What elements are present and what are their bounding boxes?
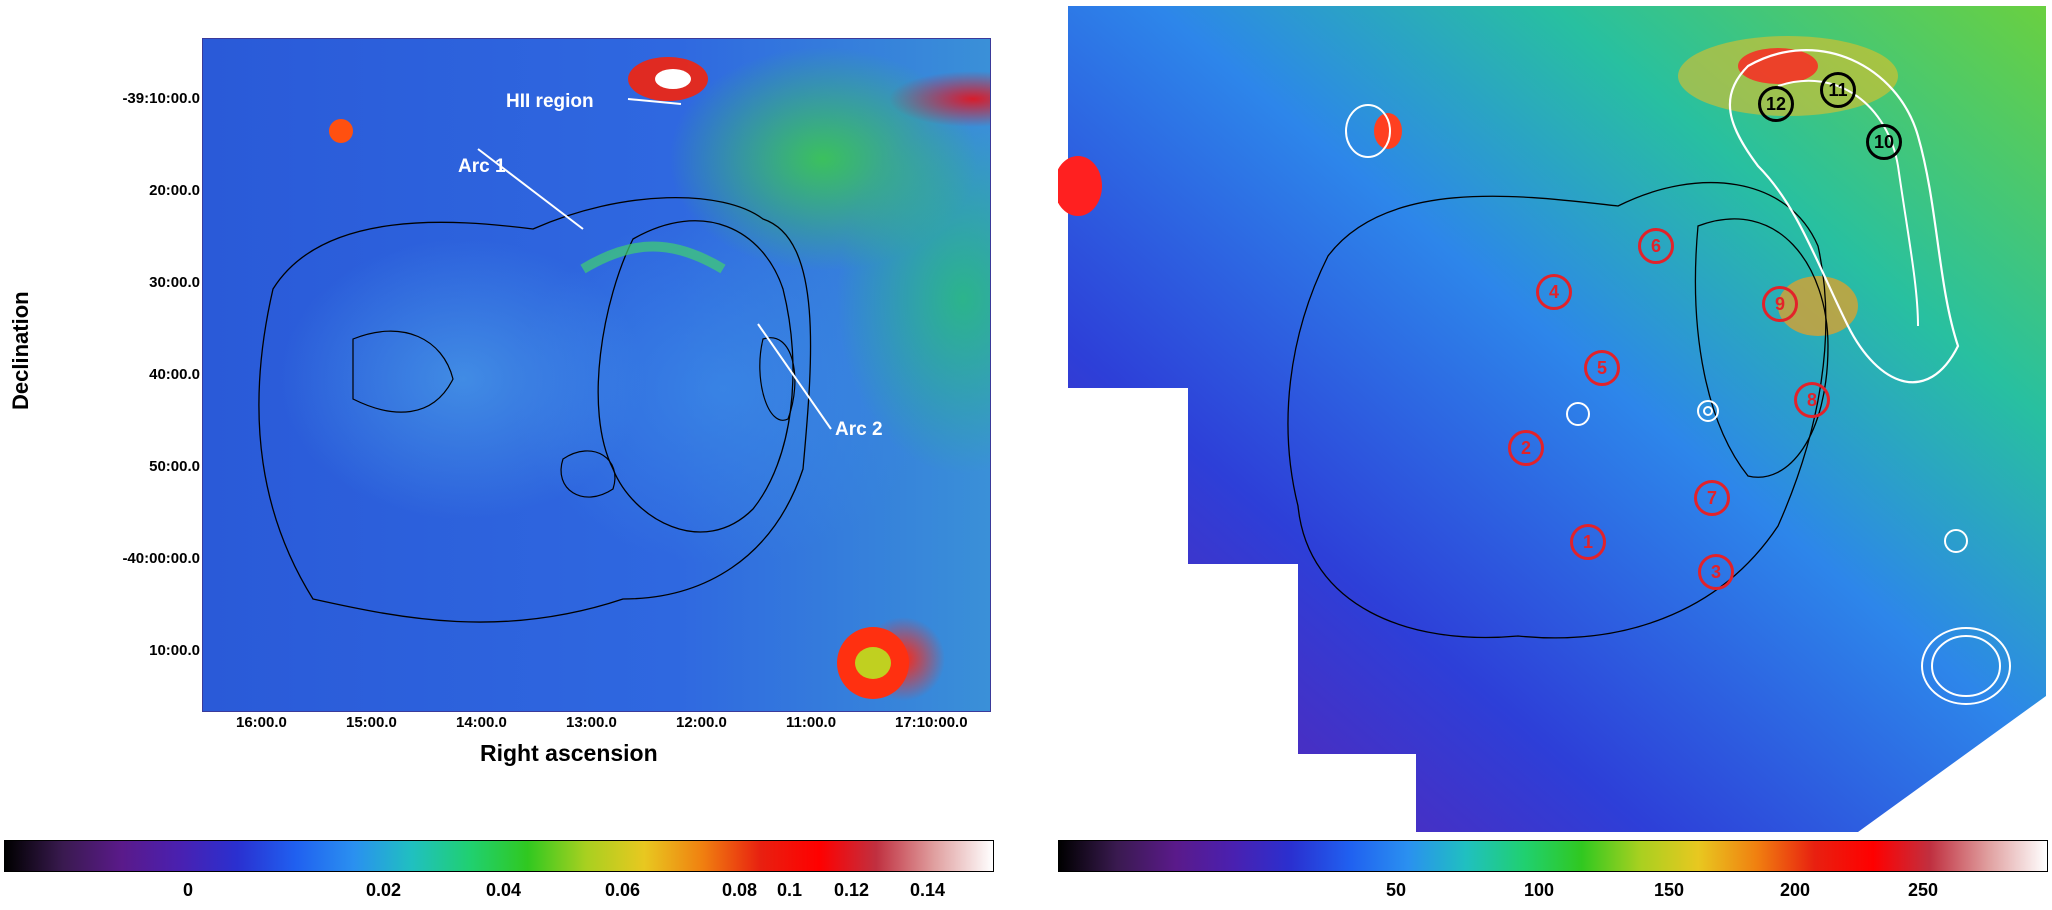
y-tick-6: 10:00.0 bbox=[149, 642, 200, 659]
x-tick-3: 13:00.0 bbox=[566, 714, 617, 731]
y-tick-4: 50:00.0 bbox=[149, 458, 200, 475]
red-marker-2: 2 bbox=[1508, 430, 1544, 466]
right-cbar-tick-2: 150 bbox=[1654, 880, 1685, 900]
red-marker-1: 1 bbox=[1570, 524, 1606, 560]
x-tick-2: 14:00.0 bbox=[456, 714, 507, 731]
right-cbar-tick-0: 50 bbox=[1386, 880, 1407, 900]
right-colorbar bbox=[1058, 840, 2048, 872]
left-contours bbox=[258, 57, 909, 699]
y-tick-1: 20:00.0 bbox=[149, 182, 200, 199]
left-cbar-tick-4: 0.08 bbox=[722, 880, 758, 900]
left-colorbar-gradient bbox=[5, 841, 993, 871]
x-tick-1: 15:00.0 bbox=[346, 714, 397, 731]
y-tick-3: 40:00.0 bbox=[149, 366, 200, 383]
red-marker-7: 7 bbox=[1694, 480, 1730, 516]
red-marker-5: 5 bbox=[1584, 350, 1620, 386]
right-cbar-tick-1: 100 bbox=[1524, 880, 1555, 900]
left-cbar-tick-0: 0 bbox=[183, 880, 194, 900]
x-tick-0: 16:00.0 bbox=[236, 714, 287, 731]
left-cbar-tick-5: 0.1 bbox=[777, 880, 803, 900]
red-marker-4: 4 bbox=[1536, 274, 1572, 310]
right-colorbar-ticks: 50 100 150 200 250 bbox=[1058, 880, 2048, 910]
arc-1-label: Arc 1 bbox=[458, 156, 506, 177]
right-cbar-tick-4: 250 bbox=[1908, 880, 1939, 900]
left-cbar-tick-2: 0.04 bbox=[486, 880, 522, 900]
y-axis-label: Declination bbox=[8, 291, 33, 410]
red-marker-9: 9 bbox=[1762, 286, 1798, 322]
x-axis-label: Right ascension bbox=[480, 740, 658, 766]
left-image-map: HII region Arc 1 Arc 2 bbox=[202, 38, 991, 712]
right-colorbar-gradient bbox=[1059, 841, 2047, 871]
black-marker-11: 11 bbox=[1820, 72, 1856, 108]
red-marker-8: 8 bbox=[1794, 382, 1830, 418]
right-cbar-tick-3: 200 bbox=[1780, 880, 1811, 900]
left-cbar-tick-7: 0.14 bbox=[910, 880, 946, 900]
hii-region-label: HII region bbox=[506, 91, 594, 112]
x-tick-5: 11:00.0 bbox=[786, 714, 837, 731]
arc-2-label: Arc 2 bbox=[835, 419, 883, 440]
right-image-map: 1 2 3 4 5 6 7 8 9 10 11 12 bbox=[1058, 6, 2046, 832]
black-marker-12: 12 bbox=[1758, 86, 1794, 122]
left-cbar-tick-1: 0.02 bbox=[366, 880, 402, 900]
left-colorbar bbox=[4, 840, 994, 872]
red-marker-6: 6 bbox=[1638, 228, 1674, 264]
left-colorbar-ticks: 0 0.02 0.04 0.06 0.08 0.1 0.12 0.14 bbox=[0, 880, 1000, 910]
y-tick-2: 30:00.0 bbox=[149, 274, 200, 291]
red-marker-3: 3 bbox=[1698, 554, 1734, 590]
y-tick-5: -40:00:00.0 bbox=[122, 550, 200, 567]
x-tick-4: 12:00.0 bbox=[676, 714, 727, 731]
x-tick-6: 17:10:00.0 bbox=[895, 714, 968, 731]
left-cbar-tick-6: 0.12 bbox=[834, 880, 870, 900]
black-marker-10: 10 bbox=[1866, 124, 1902, 160]
left-cbar-tick-3: 0.06 bbox=[605, 880, 641, 900]
x-tick-labels: 16:00.0 15:00.0 14:00.0 13:00.0 12:00.0 … bbox=[200, 714, 990, 734]
y-tick-0: -39:10:00.0 bbox=[122, 90, 200, 107]
